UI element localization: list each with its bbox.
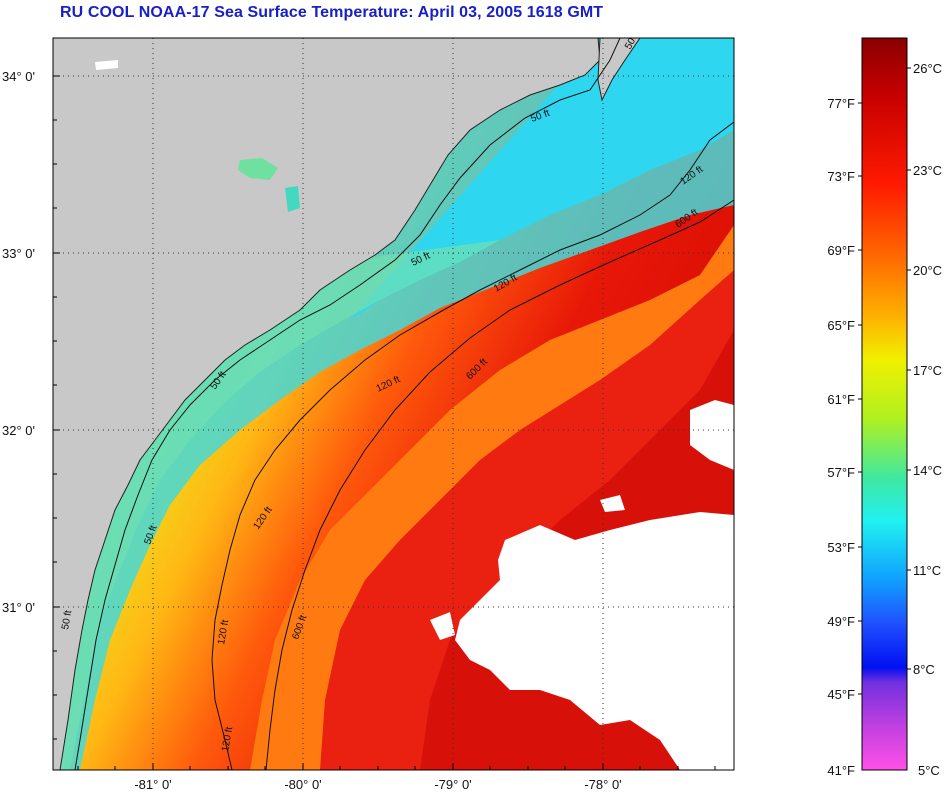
- lat-label-33: 33° 0': [2, 246, 35, 261]
- map-area[interactable]: 50 ft 50 ft 50 ft 50 ft 50 ft 50 ft 120 …: [53, 29, 734, 770]
- depth-contours: [74, 38, 734, 770]
- contour-label: 50 ft: [60, 609, 74, 630]
- colorbar-f-label: 69°F: [827, 243, 855, 258]
- colorbar-gradient: [861, 37, 908, 771]
- contour-600ft: [265, 199, 734, 770]
- lon-label-81: -81° 0': [134, 777, 171, 792]
- contour-120ft: [211, 121, 734, 770]
- colorbar-c-label: 17°C: [913, 363, 942, 378]
- colorbar-f-label: 45°F: [827, 687, 855, 702]
- colorbar-f-label: 41°F: [827, 763, 855, 778]
- lon-label-80: -80° 0': [284, 777, 321, 792]
- lat-label-31: 31° 0': [2, 600, 35, 615]
- colorbar-c-label: 5°C: [918, 763, 940, 778]
- colorbar-f-label: 73°F: [827, 169, 855, 184]
- inland-lake: [238, 158, 278, 180]
- colorbar-f-label: 49°F: [827, 614, 855, 629]
- contour-label: 120 ft: [216, 619, 231, 646]
- lat-label-34: 34° 0': [2, 69, 35, 84]
- colorbar-c-label: 26°C: [913, 61, 942, 76]
- colorbar-f-label: 53°F: [827, 540, 855, 555]
- colorbar-c-label: 11°C: [913, 563, 941, 578]
- cloud-mask: [430, 400, 734, 770]
- colorbar-c-label: 23°C: [913, 163, 942, 178]
- colorbar-c-label: 20°C: [913, 263, 942, 278]
- inland-lake: [285, 186, 300, 212]
- lat-label-32: 32° 0': [2, 423, 35, 438]
- colorbar: 77°F 73°F 69°F 65°F 61°F 57°F 53°F 49°F …: [827, 37, 942, 778]
- lon-label-79: -79° 0': [434, 777, 471, 792]
- map-frame: [52, 37, 735, 771]
- colorbar-ticks: [858, 67, 911, 695]
- colorbar-f-label: 77°F: [827, 96, 855, 111]
- colorbar-c-label: 8°C: [913, 662, 935, 677]
- colorbar-f-label: 61°F: [827, 392, 855, 407]
- lon-label-78: -78° 0': [584, 777, 621, 792]
- grid-lines: [53, 38, 734, 770]
- map-title: RU COOL NOAA-17 Sea Surface Temperature:…: [60, 4, 604, 21]
- axis-ticks: [53, 75, 716, 770]
- colorbar-c-label: 14°C: [913, 463, 942, 478]
- land-coastline: [53, 38, 601, 770]
- contour-label: 120 ft: [220, 726, 235, 753]
- land-cape: [597, 38, 641, 102]
- inland-lake: [95, 60, 118, 70]
- contour-50ft: [74, 38, 621, 770]
- colorbar-f-label: 65°F: [827, 318, 855, 333]
- colorbar-f-label: 57°F: [827, 465, 855, 480]
